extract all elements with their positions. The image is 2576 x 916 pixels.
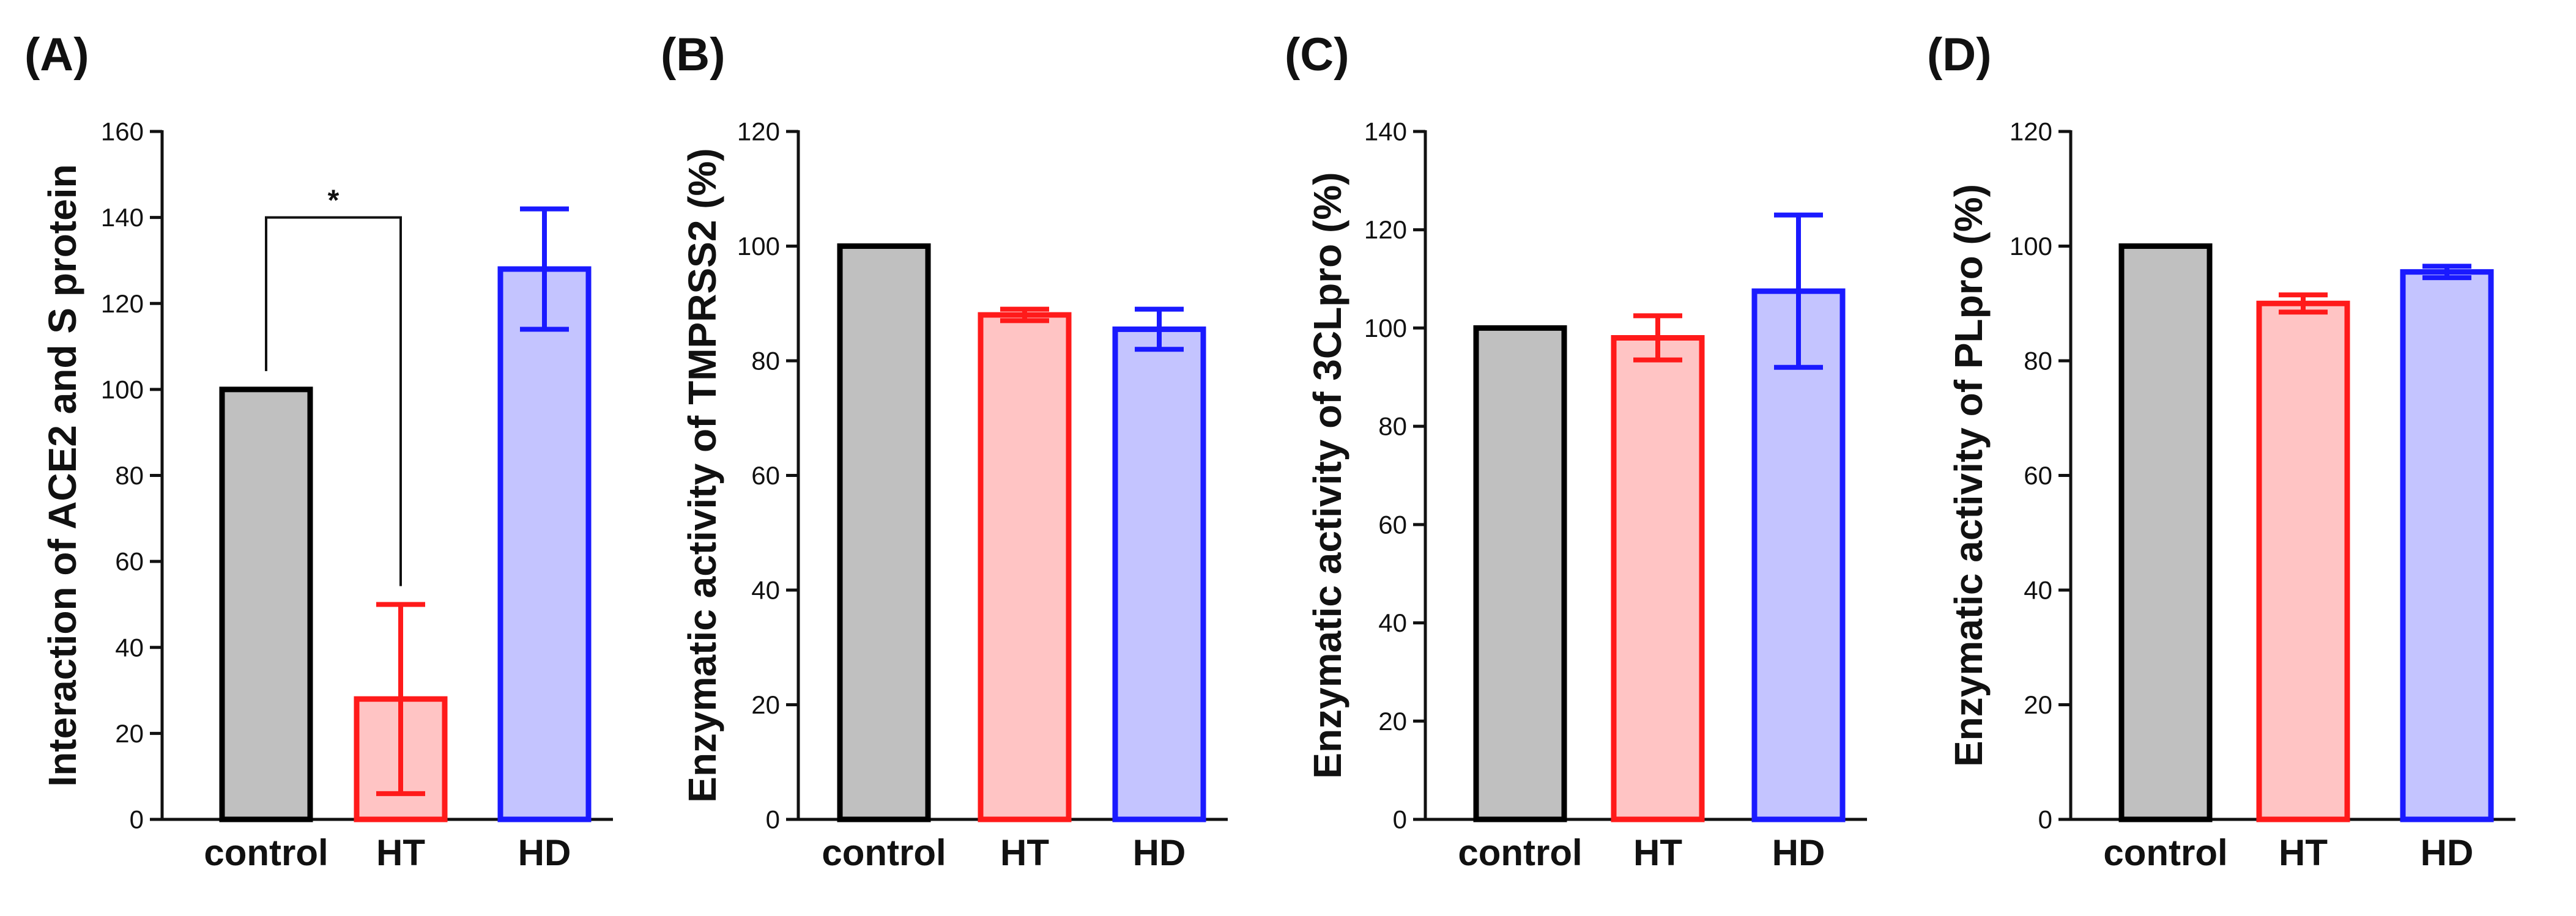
significance-star: *: [328, 185, 340, 217]
y-tick-label: 60: [2024, 461, 2052, 490]
y-tick-label: 80: [1378, 412, 1407, 441]
y-axis-label: Interaction of ACE2 and S protein: [40, 164, 84, 786]
bar-control: [219, 386, 313, 822]
y-tick-label: 100: [101, 375, 144, 404]
bar-control: [1473, 325, 1567, 822]
y-tick-label: 120: [101, 289, 144, 318]
y-tick-label: 0: [766, 805, 780, 834]
chart-panel-2: (C) Enzymatic activity of 3CLpro (%) 0 20 40…: [1285, 29, 1867, 873]
y-tick-label: 100: [2010, 232, 2052, 260]
y-tick-label: 100: [1364, 314, 1407, 342]
y-tick-label: 0: [130, 805, 144, 834]
bar-HD: [2400, 269, 2494, 822]
y-tick-label: 120: [737, 117, 780, 146]
bar-control: [837, 243, 931, 822]
y-tick-label: 80: [751, 347, 780, 375]
y-tick-label: 0: [2038, 805, 2052, 834]
y-tick-label: 40: [2024, 576, 2052, 605]
x-tick-label-control: control: [822, 832, 946, 873]
x-tick-label-HT: HT: [1633, 832, 1682, 873]
bar-HT: [978, 312, 1072, 822]
chart-panel-0: (A) Interaction of ACE2 and S protein 0 20 4…: [24, 29, 613, 873]
significance-bracket: [265, 216, 402, 586]
y-tick-label: 40: [751, 576, 780, 605]
x-tick-label-control: control: [204, 832, 328, 873]
y-tick-label: 20: [751, 690, 780, 719]
y-tick-label: 40: [1378, 608, 1407, 637]
panel-label: (B): [661, 29, 726, 81]
x-tick-label-HD: HD: [518, 832, 571, 873]
chart-panel-3: (D) Enzymatic activity of PLpro (%) 0 20 40 6…: [1927, 29, 2515, 873]
y-tick-label: 80: [2024, 347, 2052, 375]
y-tick-label: 140: [1364, 117, 1407, 146]
y-tick-label: 120: [1364, 215, 1407, 244]
panel-label: (A): [24, 29, 89, 81]
y-tick-label: 0: [1393, 805, 1407, 834]
y-tick-label: 140: [101, 203, 144, 232]
y-tick-label: 20: [115, 719, 144, 748]
y-tick-label: 20: [2024, 690, 2052, 719]
bar-HD: [1112, 326, 1206, 822]
x-tick-label-control: control: [1458, 832, 1582, 873]
x-tick-label-HT: HT: [2279, 832, 2328, 873]
x-tick-label-control: control: [2103, 832, 2227, 873]
y-tick-label: 100: [737, 232, 780, 260]
y-tick-label: 120: [2010, 117, 2052, 146]
x-tick-label-HT: HT: [1000, 832, 1049, 873]
y-tick-label: 60: [115, 547, 144, 576]
chart-panel-1: (B) Enzymatic activity of TMPRSS2 (%) 0 20 4…: [661, 29, 1228, 873]
x-tick-label-HT: HT: [376, 832, 425, 873]
bar-control: [2118, 243, 2213, 822]
y-axis-label: Enzymatic activity of 3CLpro (%): [1305, 172, 1349, 778]
y-tick-label: 160: [101, 117, 144, 146]
x-tick-label-HD: HD: [1772, 832, 1825, 873]
bar-HD: [1751, 288, 1846, 822]
y-axis-label: Enzymatic activity of PLpro (%): [1947, 184, 1991, 767]
y-tick-label: 60: [751, 461, 780, 490]
y-tick-label: 80: [115, 461, 144, 490]
y-axis-label: Enzymatic activity of TMPRSS2 (%): [680, 148, 724, 802]
y-tick-label: 20: [1378, 707, 1407, 736]
panel-label: (D): [1927, 29, 1992, 81]
x-tick-label-HD: HD: [1133, 832, 1186, 873]
y-tick-label: 40: [115, 633, 144, 662]
y-tick-label: 60: [1378, 510, 1407, 539]
panel-label: (C): [1285, 29, 1349, 81]
bar-HD: [497, 266, 592, 822]
bar-HT: [1611, 335, 1705, 822]
bar-HT: [2256, 300, 2350, 822]
x-tick-label-HD: HD: [2421, 832, 2474, 873]
